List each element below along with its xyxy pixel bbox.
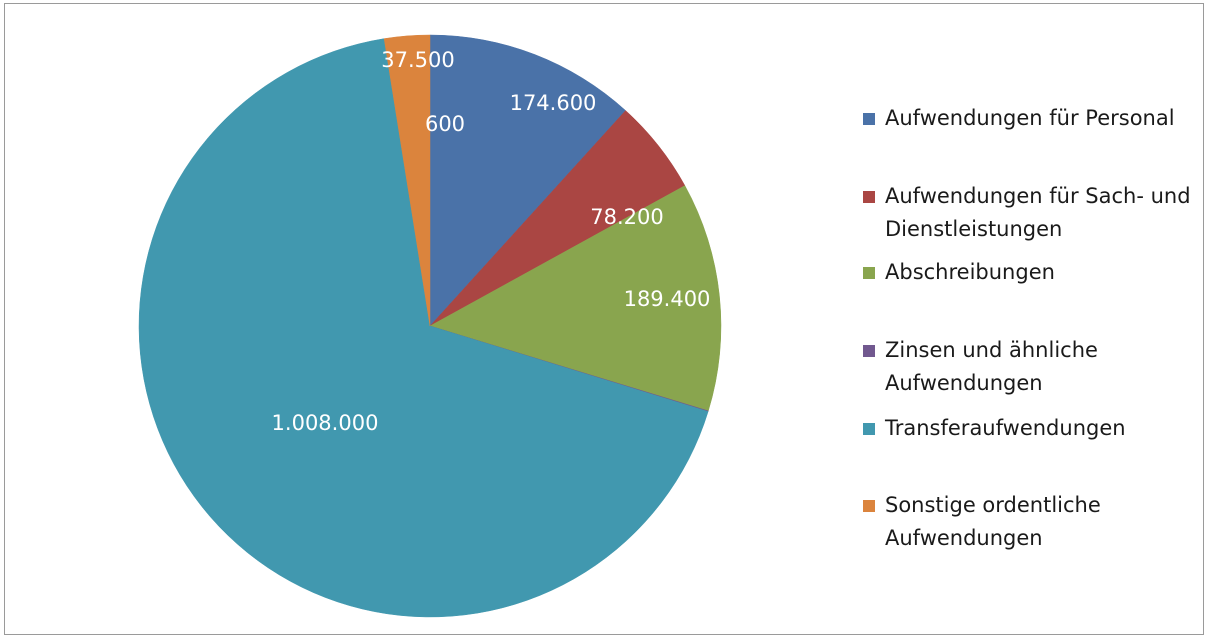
legend-label: Aufwendungen für Personal (885, 106, 1175, 130)
pie-chart: 174.600 78.200 189.400 600 1.008.000 37.500 A… (138, 34, 1191, 618)
slice-data-label: 1.008.000 (272, 411, 379, 435)
pie-slice (429, 185, 722, 412)
legend-label: Aufwendungen für Sach- und (885, 184, 1191, 208)
legend-swatch (863, 267, 875, 279)
slice-data-label: 600 (425, 112, 465, 136)
legend-swatch (863, 191, 875, 203)
legend-label: Dienstleistungen (885, 217, 1062, 241)
legend: Aufwendungen für Personal Aufwendungen fü… (863, 106, 1191, 550)
pie-data-labels: 174.600 78.200 189.400 600 1.008.000 37.500 (272, 48, 711, 435)
legend-item: Abschreibungen (863, 260, 1055, 284)
legend-item: Sonstige ordentliche Aufwendungen (863, 493, 1101, 550)
pie-slices (138, 34, 722, 618)
slice-data-label: 174.600 (510, 91, 597, 115)
legend-swatch (863, 113, 875, 125)
legend-swatch (863, 500, 875, 512)
legend-label: Aufwendungen (885, 371, 1043, 395)
chart-frame: 174.600 78.200 189.400 600 1.008.000 37.500 A… (4, 3, 1204, 635)
legend-swatch (863, 423, 875, 435)
legend-item: Aufwendungen für Sach- und Dienstleistung… (863, 184, 1191, 241)
slice-data-label: 78.200 (590, 205, 663, 229)
legend-label: Aufwendungen (885, 526, 1043, 550)
legend-label: Zinsen und ähnliche (885, 338, 1098, 362)
legend-label: Transferaufwendungen (884, 416, 1126, 440)
slice-data-label: 189.400 (624, 287, 711, 311)
legend-item: Zinsen und ähnliche Aufwendungen (863, 338, 1098, 395)
pie-slice (429, 34, 626, 327)
legend-label: Abschreibungen (885, 260, 1055, 284)
slice-data-label: 37.500 (381, 48, 454, 72)
legend-item: Aufwendungen für Personal (863, 106, 1175, 130)
legend-label: Sonstige ordentliche (885, 493, 1101, 517)
legend-swatch (863, 345, 875, 357)
pie-slice (383, 34, 431, 327)
pie-slice (138, 38, 709, 618)
legend-item: Transferaufwendungen (863, 416, 1126, 440)
